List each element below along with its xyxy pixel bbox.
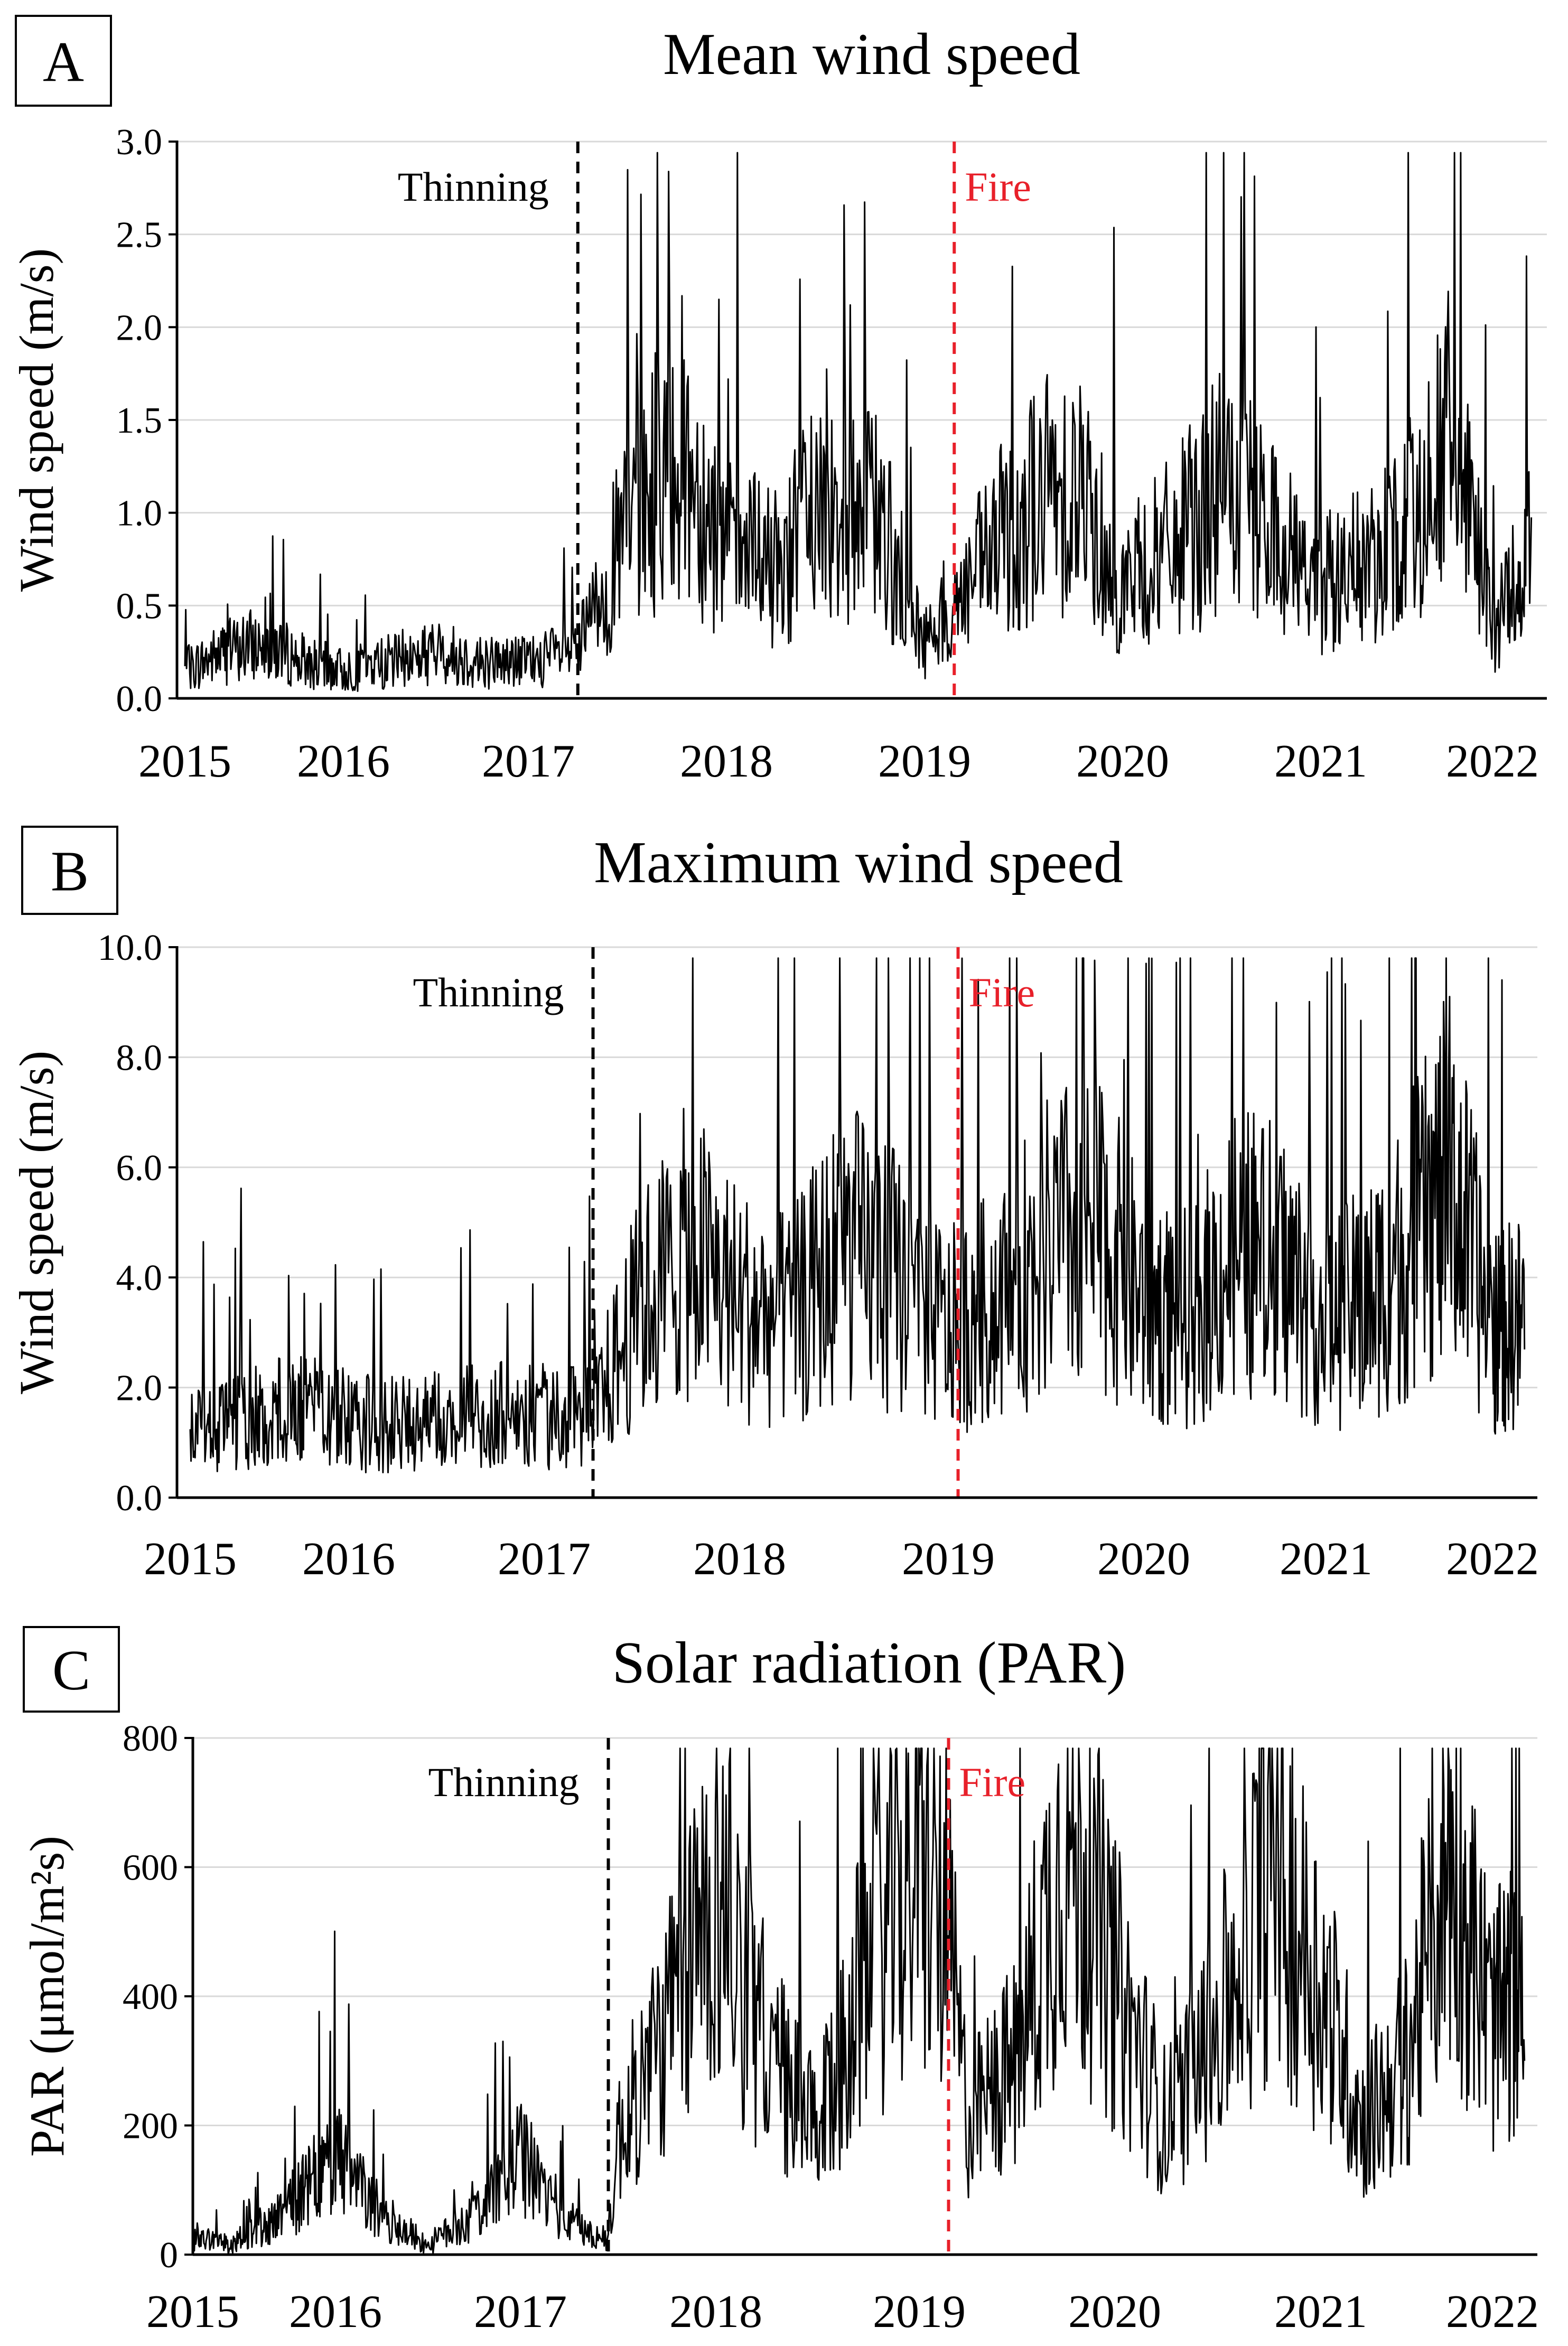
- panel-b: B Maximum wind speed 0.0 2.0 4.0 6.0 8.0 10.0 Wi…: [10, 826, 1539, 1585]
- annotation-label: Fire: [965, 164, 1031, 210]
- panel-label-box: [21, 826, 118, 915]
- panel-label: B: [51, 840, 89, 903]
- y-tick-label: 800: [123, 1718, 178, 1759]
- x-tick-label: 2018: [669, 2286, 762, 2338]
- x-tick-label: 2016: [302, 1534, 395, 1585]
- x-tick-label: 2018: [693, 1534, 786, 1585]
- x-tick-label: 2022: [1446, 2286, 1539, 2338]
- y-tick-label: 0.0: [116, 1478, 163, 1519]
- annotation-label: Fire: [959, 1759, 1026, 1805]
- y-tick-label: 2.5: [116, 215, 163, 256]
- panel-label: A: [43, 31, 84, 94]
- y-axis-label: Wind speed (m/s): [10, 248, 63, 592]
- chart-title: Mean wind speed: [663, 22, 1080, 87]
- annotation-label: Thinning: [428, 1759, 580, 1805]
- panel-label-box: [23, 1626, 120, 1713]
- y-tick-label: 600: [123, 1848, 178, 1889]
- annotation-label: Thinning: [413, 969, 564, 1015]
- x-tick-label: 2017: [498, 1534, 591, 1585]
- series-line: [184, 152, 1533, 692]
- x-tick-label: 2020: [1076, 736, 1169, 787]
- x-tick-label: 2022: [1446, 736, 1539, 787]
- y-tick-label: 2.0: [116, 307, 163, 348]
- x-tick-label: 2017: [482, 736, 575, 787]
- panel-label: C: [52, 1639, 90, 1702]
- y-tick-label: 1.0: [116, 493, 163, 534]
- x-tick-label: 2016: [289, 2286, 382, 2338]
- y-tick-label: 2.0: [116, 1368, 163, 1409]
- panel-a: A Mean wind speed 0.0 0.5 1.0 1.5 2.0 2.5 3.0 Win…: [10, 15, 1547, 787]
- panel-label-box: [15, 15, 112, 107]
- series-line: [192, 1747, 1526, 2256]
- y-axis-label: Wind speed (m/s): [10, 1051, 63, 1394]
- x-tick-label: 2020: [1097, 1534, 1190, 1585]
- y-tick-label: 3.0: [116, 122, 163, 163]
- x-tick-label: 2015: [144, 1534, 237, 1585]
- chart-title: Maximum wind speed: [594, 830, 1123, 895]
- x-tick-label: 2021: [1280, 1534, 1373, 1585]
- y-tick-label: 400: [123, 1977, 178, 2017]
- y-tick-label: 0.5: [116, 586, 163, 627]
- y-tick-label: 0.0: [116, 679, 163, 719]
- y-tick-label: 200: [123, 2106, 178, 2147]
- x-tick-label: 2019: [902, 1534, 995, 1585]
- annotation-label: Thinning: [398, 164, 549, 210]
- y-tick-label: 0: [160, 2235, 178, 2276]
- x-tick-label: 2020: [1068, 2286, 1161, 2338]
- x-tick-label: 2021: [1274, 2286, 1367, 2338]
- x-tick-label: 2019: [873, 2286, 966, 2338]
- y-tick-label: 10.0: [98, 928, 163, 968]
- x-tick-label: 2022: [1446, 1534, 1539, 1585]
- x-tick-label: 2015: [138, 736, 231, 787]
- x-tick-label: 2018: [680, 736, 773, 787]
- x-tick-label: 2021: [1274, 736, 1367, 787]
- y-tick-label: 1.5: [116, 400, 163, 441]
- x-tick-label: 2015: [146, 2286, 239, 2338]
- y-axis-label: PAR (μmol/m²s): [20, 1836, 74, 2157]
- y-tick-label: 4.0: [116, 1258, 163, 1298]
- x-tick-label: 2016: [297, 736, 390, 787]
- x-tick-label: 2019: [878, 736, 971, 787]
- annotation-label: Fire: [969, 969, 1035, 1015]
- panel-c: C Solar radiation (PAR) 0 200 400 600 800 PAR (…: [20, 1626, 1539, 2338]
- y-tick-label: 8.0: [116, 1038, 163, 1078]
- series-line: [189, 957, 1526, 1473]
- chart-title: Solar radiation (PAR): [612, 1630, 1126, 1696]
- y-tick-label: 6.0: [116, 1148, 163, 1189]
- x-tick-label: 2017: [474, 2286, 567, 2338]
